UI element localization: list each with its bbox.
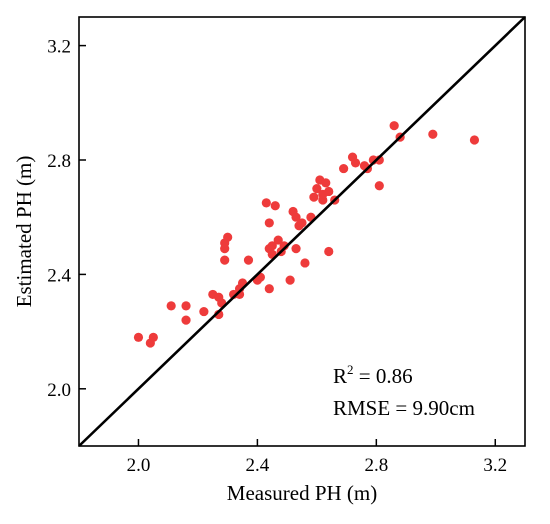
y-axis-label: Estimated PH (m) <box>12 156 36 308</box>
data-point <box>199 306 209 317</box>
data-point <box>264 284 274 294</box>
data-point <box>374 181 384 191</box>
data-point <box>181 301 191 311</box>
y-tick-label: 3.2 <box>47 37 71 58</box>
r2-value: = 0.86 <box>354 364 413 388</box>
plot-frame <box>78 16 526 447</box>
data-point <box>291 244 301 254</box>
data-point <box>300 258 310 268</box>
data-point <box>243 255 254 265</box>
data-point <box>220 255 230 265</box>
data-point <box>389 121 399 131</box>
one-to-one-line <box>78 16 526 447</box>
rmse-annotation: RMSE = 9.90cm <box>333 396 475 420</box>
data-point <box>264 218 274 228</box>
data-point <box>339 163 349 174</box>
data-point <box>469 135 480 145</box>
data-point <box>270 201 280 211</box>
data-point <box>166 301 176 311</box>
data-point <box>285 275 295 285</box>
x-axis-label: Measured PH (m) <box>227 481 377 505</box>
data-point <box>312 184 322 194</box>
data-point <box>148 332 158 342</box>
data-point <box>133 332 144 342</box>
data-point <box>324 186 334 197</box>
x-tick-label: 2.4 <box>246 455 270 476</box>
data-point <box>428 129 438 139</box>
r2-prefix: R <box>333 364 347 388</box>
r2-superscript: 2 <box>347 362 354 377</box>
data-point <box>267 241 277 251</box>
r2-annotation: R2 = 0.86 <box>333 362 413 388</box>
data-point <box>350 158 361 168</box>
x-tick-label: 2.8 <box>364 455 388 476</box>
data-point <box>309 192 319 202</box>
data-point <box>181 315 191 325</box>
y-tick-label: 2.8 <box>47 151 71 172</box>
data-point <box>273 235 283 245</box>
data-point <box>324 246 334 257</box>
data-point <box>291 212 301 222</box>
y-tick-label: 2.4 <box>47 265 71 286</box>
data-point <box>261 198 271 208</box>
axis-ticks: 2.0 2.4 2.8 3.2 2.0 2.4 2.8 3.2 <box>47 37 507 476</box>
data-point <box>321 178 331 188</box>
data-points <box>133 121 480 348</box>
x-tick-label: 3.2 <box>483 455 507 476</box>
y-tick-label: 2.0 <box>47 380 71 401</box>
x-tick-label: 2.0 <box>127 455 151 476</box>
data-point <box>223 232 233 242</box>
data-point <box>297 218 307 228</box>
